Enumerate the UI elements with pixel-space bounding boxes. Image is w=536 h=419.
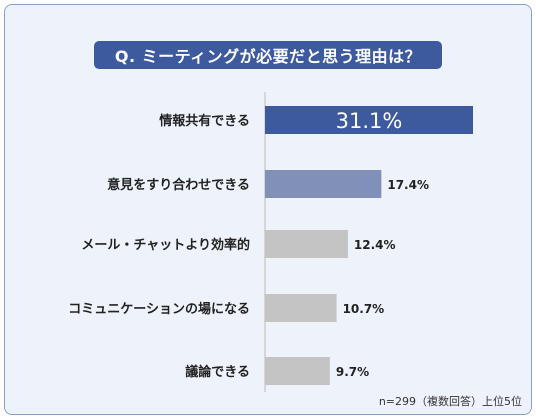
bar xyxy=(265,357,330,385)
value-label: 17.4% xyxy=(387,178,429,192)
value-label: 31.1% xyxy=(336,109,403,133)
value-label: 12.4% xyxy=(354,238,396,252)
category-label: コミュニケーションの場になる xyxy=(68,301,250,317)
bar xyxy=(265,230,348,258)
category-label: 情報共有できる xyxy=(159,113,250,129)
bar xyxy=(265,294,337,322)
value-label: 9.7% xyxy=(336,365,369,379)
bar xyxy=(265,106,473,134)
chart-title: Q. ミーティングが必要だと思う理由は？ xyxy=(94,41,442,69)
footnote: n=299（複数回答）上位5位 xyxy=(378,395,522,408)
chart-frame xyxy=(4,4,532,415)
value-label: 10.7% xyxy=(343,302,385,316)
category-label: メール・チャットより効率的 xyxy=(81,237,250,253)
bar xyxy=(265,170,382,198)
category-label: 意見をすり合わせできる xyxy=(107,177,250,193)
category-label: 議論できる xyxy=(185,364,250,380)
